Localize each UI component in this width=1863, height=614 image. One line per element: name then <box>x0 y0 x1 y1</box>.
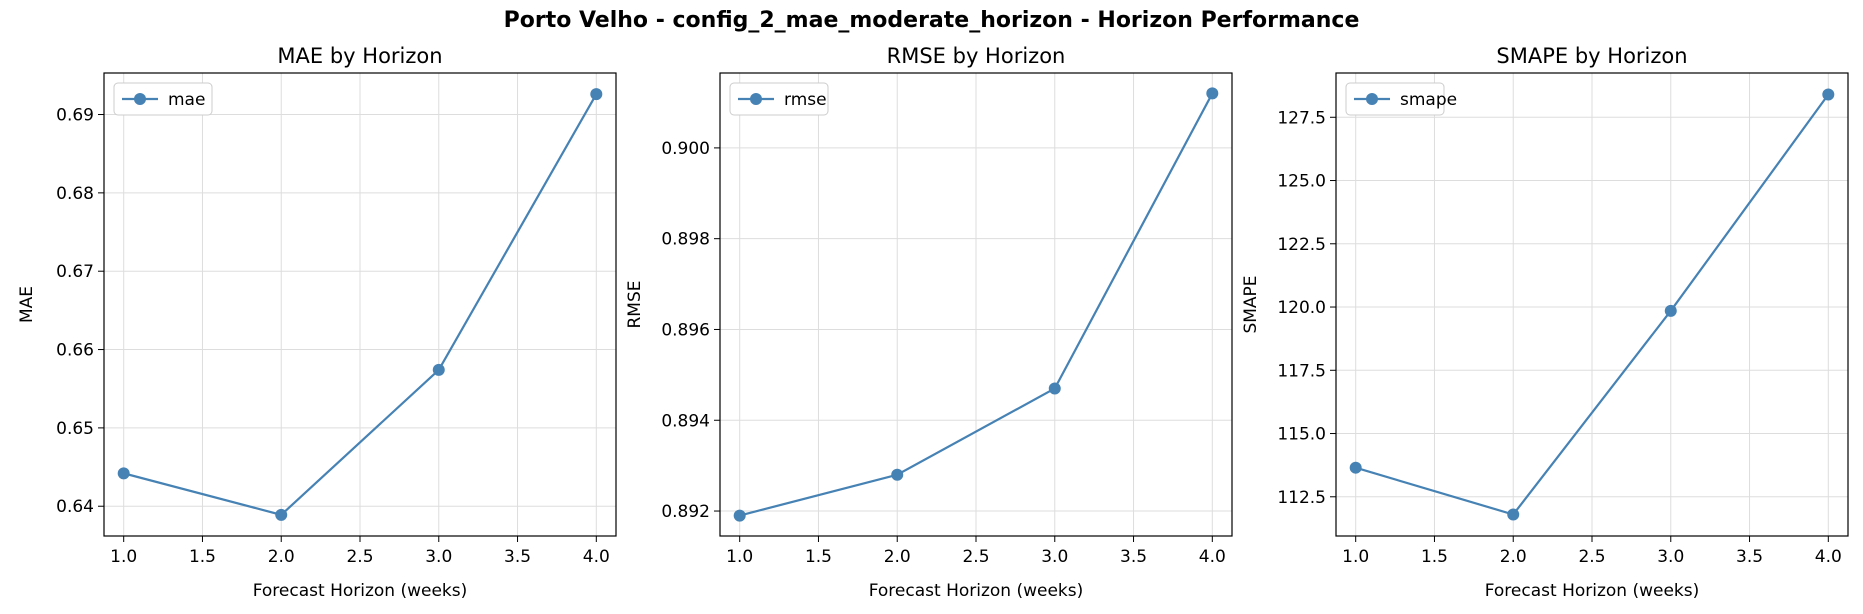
y-tick-label: 127.5 <box>1277 108 1326 128</box>
y-tick-label: 122.5 <box>1277 235 1326 255</box>
panel-mae: MAE by Horizon 1.0 1.5 2.0 2.5 3.0 3.5 4.0 0.64 0… <box>17 44 617 601</box>
x-tick-label: 1.5 <box>189 547 216 567</box>
y-tick-label: 115.0 <box>1277 425 1326 445</box>
series-line-mae <box>123 93 598 517</box>
y-tick-label: 112.5 <box>1277 488 1326 508</box>
y-axis-label: SMAPE <box>1241 275 1261 333</box>
x-axis-label: Forecast Horizon (weeks) <box>253 581 468 601</box>
x-tick-label: 3.0 <box>1041 547 1068 567</box>
data-point <box>1206 87 1219 100</box>
x-tick-label: 2.5 <box>346 547 373 567</box>
y-tick-label: 117.5 <box>1277 361 1326 381</box>
y-tick-label: 0.65 <box>56 419 94 439</box>
data-point <box>891 468 904 481</box>
subplot-title: SMAPE by Horizon <box>1496 44 1687 68</box>
legend-box <box>1345 82 1445 116</box>
x-tick-label: 2.5 <box>962 547 989 567</box>
x-tick-label: 1.5 <box>1421 547 1448 567</box>
x-tick-label: 4.0 <box>583 547 610 567</box>
y-tick-label: 0.69 <box>56 106 94 126</box>
y-axis-label: MAE <box>17 286 37 323</box>
y-tick-label: 120.0 <box>1277 298 1326 318</box>
legend-box <box>113 82 213 116</box>
legend-marker <box>134 93 146 105</box>
y-tick-label: 0.900 <box>661 139 710 159</box>
legend-marker <box>750 93 762 105</box>
data-point <box>432 363 445 376</box>
x-tick-label: 2.5 <box>1578 547 1605 567</box>
x-tick-label: 1.0 <box>1342 547 1369 567</box>
y-tick-label: 125.0 <box>1277 172 1326 192</box>
subplot-title: MAE by Horizon <box>277 44 442 68</box>
y-tick-label: 0.67 <box>56 262 94 282</box>
x-tick-label: 1.0 <box>110 547 137 567</box>
data-point <box>275 508 288 521</box>
data-point <box>1507 508 1520 521</box>
data-point <box>1664 304 1677 317</box>
panel-rmse: RMSE by Horizon 1.0 1.5 2.0 2.5 3.0 3.5 4.0 0.89… <box>625 44 1233 601</box>
x-tick-label: 3.5 <box>1736 547 1763 567</box>
y-tick-label: 0.892 <box>661 502 710 522</box>
y-tick-label: 0.66 <box>56 341 94 361</box>
x-tick-label: 1.5 <box>805 547 832 567</box>
legend-box <box>729 82 829 116</box>
data-point <box>117 467 130 480</box>
x-tick-label: 3.5 <box>1120 547 1147 567</box>
data-point <box>733 509 746 522</box>
data-point <box>590 88 603 101</box>
legend-label: smape <box>1400 90 1457 110</box>
x-tick-label: 3.5 <box>504 547 531 567</box>
y-axis-label: RMSE <box>625 280 645 328</box>
legend-label: rmse <box>784 90 827 110</box>
y-tick-label: 0.68 <box>56 184 94 204</box>
subplot-title: RMSE by Horizon <box>887 44 1066 68</box>
axes-frame <box>719 72 1233 537</box>
x-tick-label: 2.0 <box>884 547 911 567</box>
y-tick-label: 0.898 <box>661 230 710 250</box>
x-tick-label: 4.0 <box>1199 547 1226 567</box>
figure-title: Porto Velho - config_2_mae_moderate_hori… <box>503 8 1360 33</box>
legend-marker <box>1366 93 1378 105</box>
x-tick-label: 2.0 <box>1500 547 1527 567</box>
panel-smape: SMAPE by Horizon 1.0 1.5 2.0 2.5 3.0 3.5 4.0 112… <box>1241 44 1849 601</box>
axes-frame <box>103 72 617 537</box>
axes-frame <box>1335 72 1849 537</box>
x-axis-label: Forecast Horizon (weeks) <box>869 581 1084 601</box>
data-point <box>1349 461 1362 474</box>
data-point <box>1048 382 1061 395</box>
x-axis-label: Forecast Horizon (weeks) <box>1485 581 1700 601</box>
y-tick-label: 0.894 <box>661 411 710 431</box>
y-tick-label: 0.64 <box>56 497 94 517</box>
series-line-smape <box>1355 93 1830 516</box>
series-line-rmse <box>739 92 1214 517</box>
x-tick-label: 2.0 <box>268 547 295 567</box>
y-tick-label: 0.896 <box>661 320 710 340</box>
data-point <box>1822 88 1835 101</box>
legend-label: mae <box>168 90 205 110</box>
x-tick-label: 3.0 <box>1657 547 1684 567</box>
x-tick-label: 4.0 <box>1815 547 1842 567</box>
x-tick-label: 1.0 <box>726 547 753 567</box>
x-tick-label: 3.0 <box>425 547 452 567</box>
